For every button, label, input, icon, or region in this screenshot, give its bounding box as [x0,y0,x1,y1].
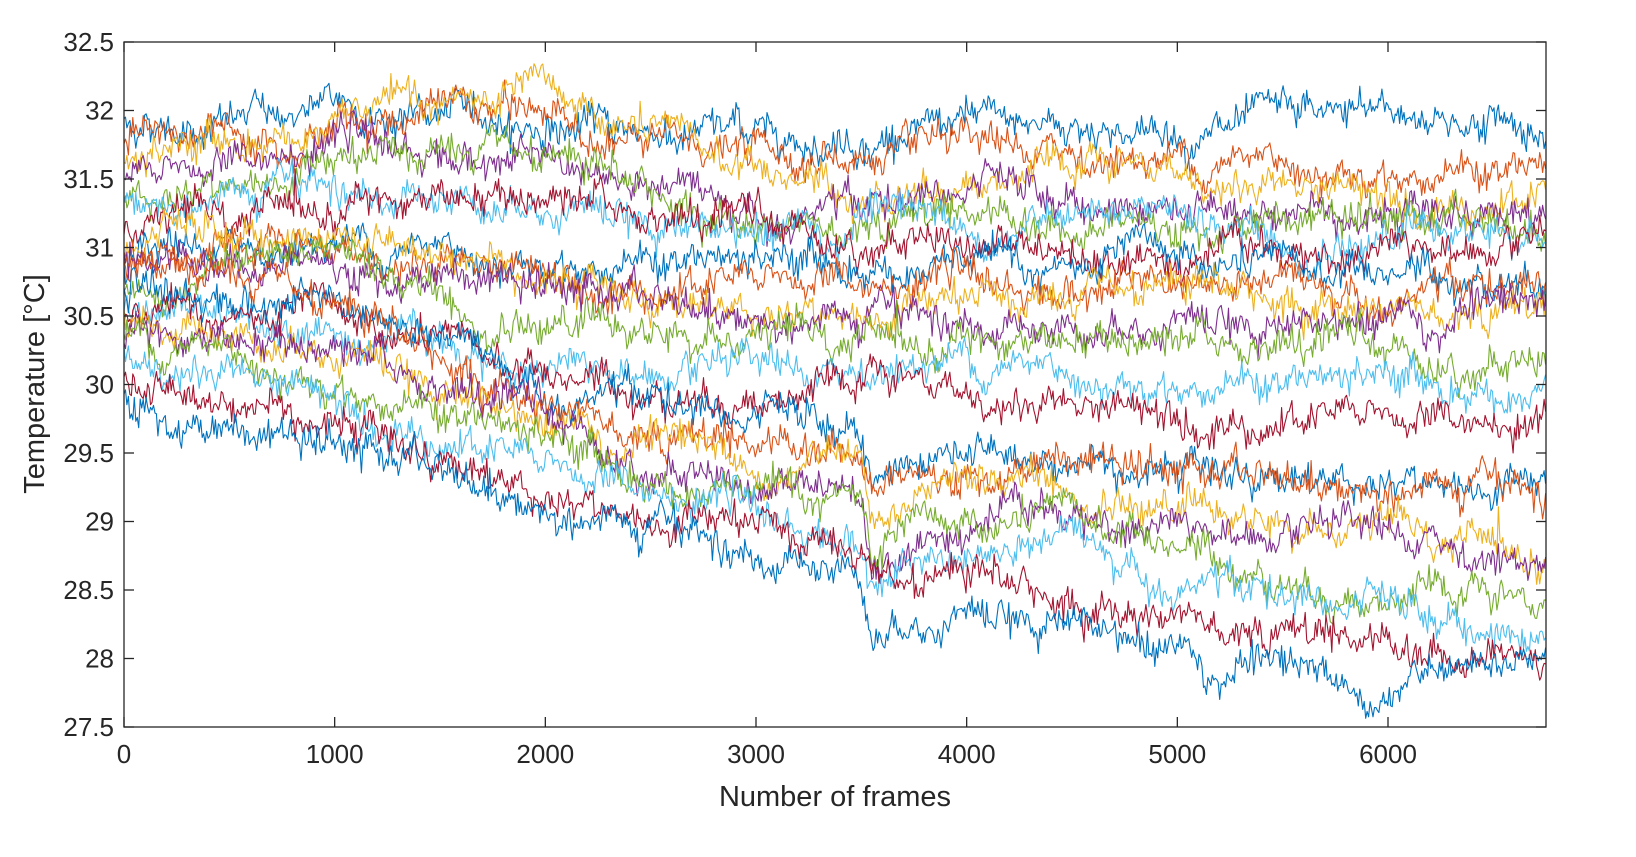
series-line-3 [123,63,1547,232]
x-axis-label: Number of frames [719,781,951,813]
series-line-8 [123,222,1547,308]
y-tick-label: 28 [85,644,114,674]
series-line-13 [123,288,1547,417]
series-line-19 [123,317,1546,626]
series-line-11 [123,239,1547,360]
x-tick-label: 6000 [1359,739,1417,769]
y-tick-label: 28.5 [63,575,114,605]
series-line-5 [123,124,1547,255]
x-tick-label: 1000 [306,739,364,769]
y-tick-label: 32.5 [63,27,114,57]
y-tick-label: 27.5 [63,712,114,742]
y-tick-label: 31 [85,233,114,263]
tick-layer: 0 1000 2000 3000 4000 5000 6000 27.5 28 28.5 29 29.… [63,27,1546,769]
series-line-10 [123,208,1547,341]
x-tick-label: 2000 [516,739,574,769]
series-line-2 [123,79,1547,199]
x-tick-label: 4000 [938,739,996,769]
series-layer [123,63,1547,719]
x-tick-label: 0 [117,739,131,769]
y-tick-label: 31.5 [63,164,114,194]
series-line-21 [123,370,1546,681]
y-tick-label: 32 [85,96,114,126]
y-tick-label: 29 [85,507,114,537]
y-axis-label: Temperature [°C] [19,274,51,494]
y-tick-label: 29.5 [63,438,114,468]
series-line-16 [123,239,1547,520]
x-tick-label: 3000 [727,739,785,769]
y-tick-label: 30.5 [63,301,114,331]
x-tick-label: 5000 [1148,739,1206,769]
series-line-7 [123,168,1546,286]
y-tick-label: 30 [85,370,114,400]
series-line-12 [123,237,1547,399]
series-line-22 [123,389,1547,719]
